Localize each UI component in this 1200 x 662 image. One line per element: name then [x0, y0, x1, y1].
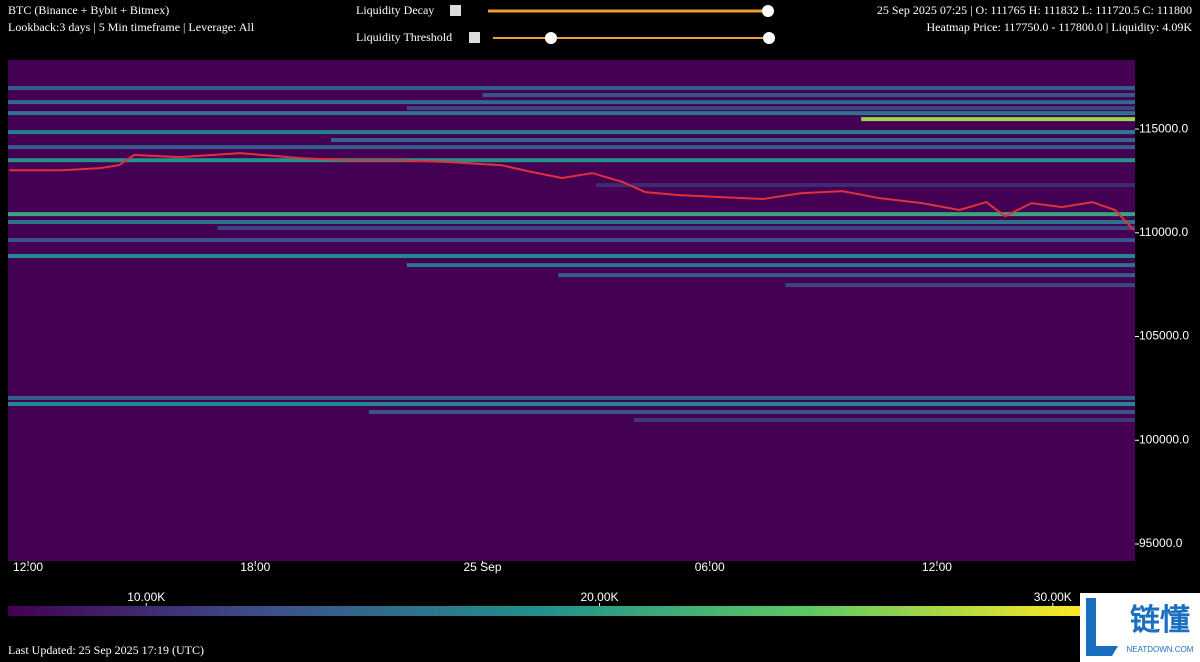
- colorbar-tick-label: 10.00K: [127, 590, 165, 604]
- liquidity-band: [331, 138, 1135, 143]
- colorbar-tick-label: 20.00K: [581, 590, 619, 604]
- info: Lookback:3 days | 5 Min timeframe | Leve…: [8, 20, 255, 34]
- liquidity-band: [596, 183, 1135, 188]
- threshold-handle-high[interactable]: [763, 32, 775, 44]
- liquidity-band: [8, 401, 1135, 406]
- x-tick-label: 18:00: [240, 560, 270, 574]
- watermark-site: NEATDOWN.COM: [1127, 645, 1194, 654]
- price-line: [9, 152, 1135, 231]
- liquidity-band: [8, 212, 1135, 217]
- x-tick-label: 12:00: [922, 560, 952, 574]
- decay-label: Liquidity Decay: [356, 3, 434, 17]
- plot: 115000.0 110000.0 105000.0 100000.0 95000.0 1…: [8, 60, 1189, 616]
- liquidity-band: [8, 395, 1135, 400]
- footer: Last Updated: 25 Sep 2025 17:19 (UTC): [8, 643, 204, 657]
- symbol: BTC (Binance + Bybit + Bitmex): [8, 3, 169, 17]
- y-tick-label: 95000.0: [1139, 536, 1183, 550]
- colorbar-tick-label: 30.00K: [1034, 590, 1072, 604]
- y-tick-label: 115000.0: [1139, 121, 1188, 135]
- decay-handle[interactable]: [762, 5, 774, 17]
- liquidity-band: [482, 93, 1136, 98]
- liquidity-band: [406, 263, 1135, 268]
- liquidity-band: [633, 417, 1135, 422]
- liquidity-band: [8, 254, 1135, 259]
- liquidity-band: [217, 226, 1136, 231]
- liquidity-band: [406, 106, 1135, 111]
- liquidity-band: [8, 86, 1135, 91]
- liquidity-band: [8, 111, 1135, 116]
- threshold-handle-low[interactable]: [545, 32, 557, 44]
- x-tick-label: 25 Sep: [463, 560, 501, 574]
- y-tick-label: 105000.0: [1139, 329, 1189, 343]
- x-tick-label: 06:00: [695, 560, 725, 574]
- watermark-logo: [1086, 598, 1118, 656]
- liquidity-band: [8, 145, 1135, 150]
- liquidity-band: [861, 117, 1135, 122]
- threshold-icon: [469, 32, 480, 43]
- liquidity-band: [368, 410, 1135, 415]
- hover-info: Heatmap Price: 117750.0 - 117800.0 | Liq…: [927, 20, 1193, 34]
- liquidity-band: [785, 283, 1135, 288]
- y-tick-label: 100000.0: [1139, 432, 1189, 446]
- liquidity-band: [8, 130, 1135, 135]
- x-tick-label: 12:00: [13, 560, 43, 574]
- y-tick-label: 110000.0: [1139, 225, 1188, 239]
- liquidity-band: [8, 238, 1135, 243]
- liquidity-band: [8, 100, 1135, 105]
- heatmap-background: [8, 60, 1135, 561]
- watermark-brand: 链懂: [1130, 603, 1190, 637]
- liquidity-band: [558, 273, 1135, 278]
- ohlc: 25 Sep 2025 07:25 | O: 111765 H: 111832 …: [877, 3, 1192, 17]
- colorbar: [8, 606, 1080, 616]
- threshold-label: Liquidity Threshold: [356, 30, 452, 44]
- decay-icon: [450, 5, 461, 16]
- liquidity-band: [8, 220, 1135, 225]
- liquidity-band: [8, 158, 1135, 163]
